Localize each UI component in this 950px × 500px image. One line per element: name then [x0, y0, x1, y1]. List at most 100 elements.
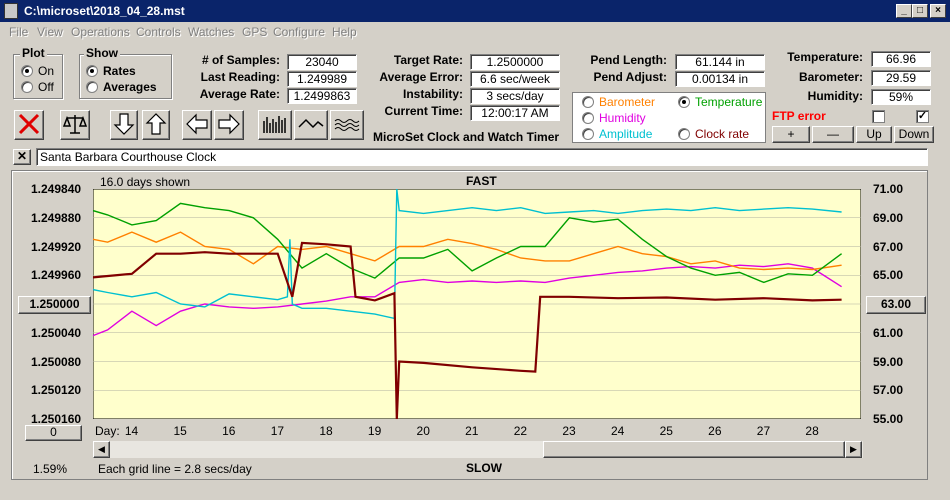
target-rate-label: Target Rate:	[393, 53, 463, 67]
arrow-up-button[interactable]	[142, 110, 170, 140]
show-averages-radio[interactable]	[86, 81, 98, 93]
humidity-option-label: Humidity	[599, 111, 646, 125]
last-reading-value: 1.249989	[287, 71, 357, 87]
amplitude-radio[interactable]	[582, 128, 594, 140]
temperature-option-label: Temperature	[695, 95, 763, 109]
series-line-barometer	[93, 231, 842, 271]
menu-help[interactable]: Help	[332, 25, 357, 39]
ftp-checkbox-2[interactable]: ✓	[916, 110, 929, 123]
bar-plot-button[interactable]	[258, 110, 292, 140]
series-line-amplitude	[93, 189, 842, 320]
ftp-checkbox-1[interactable]	[872, 110, 885, 123]
menu-watches[interactable]: Watches	[188, 25, 235, 39]
chart-svg	[93, 189, 861, 419]
current-time-label: Current Time:	[384, 104, 463, 118]
horizontal-scrollbar[interactable]: ◀ ▶	[93, 441, 863, 458]
y-left-tick-label: 1.249960	[31, 268, 82, 283]
temperature-radio[interactable]	[678, 96, 690, 108]
plot-off-label: Off	[38, 80, 54, 94]
left-offset-button[interactable]: 0	[25, 425, 82, 441]
close-button[interactable]: ×	[930, 4, 946, 18]
arrow-right-button[interactable]	[214, 110, 244, 140]
x-tick-label: 20	[416, 424, 430, 438]
app-icon	[4, 3, 18, 19]
days-shown-label: 16.0 days shown	[100, 175, 191, 189]
amplitude-option-label: Amplitude	[599, 127, 653, 141]
barometer-radio[interactable]	[582, 96, 594, 108]
smooth-plot-button[interactable]	[330, 110, 364, 140]
x-tick-label: 25	[659, 424, 673, 438]
sensor-selector	[572, 92, 766, 143]
instability-value: 3 secs/day	[470, 88, 560, 104]
temperature-value: 66.96	[871, 51, 931, 67]
menu-operations[interactable]: Operations	[71, 25, 130, 39]
menu-file[interactable]: File	[9, 25, 29, 39]
plus-button[interactable]: +	[772, 126, 810, 143]
average-error-value: 6.6 sec/week	[470, 71, 560, 87]
y-left-tick-label: 1.249880	[31, 210, 82, 225]
balance-button[interactable]	[60, 110, 90, 140]
instability-label: Instability:	[402, 87, 463, 101]
x-tick-label: 18	[319, 424, 333, 438]
scroll-right-arrow-icon[interactable]: ▶	[845, 441, 862, 458]
humidity-radio[interactable]	[582, 112, 594, 124]
x-tick-label: 24	[610, 424, 625, 438]
percent-label: 1.59%	[33, 462, 68, 476]
current-time-value: 12:00:17 AM	[470, 105, 560, 121]
last-reading-label: Last Reading:	[200, 70, 280, 84]
plot-on-radio[interactable]	[21, 65, 33, 77]
minus-button[interactable]: —	[812, 126, 854, 143]
y-left-tick-label: 1.249840	[31, 182, 82, 196]
target-rate-value: 1.2500000	[470, 54, 560, 70]
barometer-option-label: Barometer	[599, 95, 656, 109]
balance-scale-icon	[62, 115, 88, 134]
series-group	[93, 189, 843, 419]
clear-name-button[interactable]: ✕	[13, 149, 31, 165]
pend-length-value: 61.144 in	[675, 54, 765, 70]
maximize-button[interactable]: □	[912, 4, 928, 18]
clockrate-option-label: Clock rate	[695, 127, 750, 141]
scroll-left-arrow-icon[interactable]: ◀	[93, 441, 110, 458]
samples-label: # of Samples:	[201, 53, 280, 67]
show-group	[79, 54, 172, 99]
slow-label: SLOW	[466, 461, 502, 475]
series-line-clock-rate	[93, 241, 842, 419]
average-rate-label: Average Rate:	[199, 87, 280, 101]
plot-off-radio[interactable]	[21, 81, 33, 93]
arrow-down-button[interactable]	[110, 110, 138, 140]
center-rate-button[interactable]: 1.250000	[18, 296, 91, 314]
plot-group-title: Plot	[20, 46, 47, 60]
clockrate-radio[interactable]	[678, 128, 690, 140]
right-center-button[interactable]: 63.00	[866, 296, 926, 314]
up-button[interactable]: Up	[856, 126, 892, 143]
y-right-tick-label: 55.00	[873, 412, 904, 426]
arrow-left-icon	[186, 113, 208, 135]
samples-value: 23040	[287, 54, 357, 70]
menu-configure[interactable]: Configure	[273, 25, 326, 39]
window-title: C:\microset\2018_04_28.mst	[24, 4, 185, 18]
x-tick-label: 16	[222, 424, 236, 438]
pend-adjust-value: 0.00134 in	[675, 71, 765, 87]
arrow-left-button[interactable]	[182, 110, 212, 140]
line-plot-button[interactable]	[294, 110, 328, 140]
y-left-tick-label: 1.250080	[31, 354, 82, 369]
minimize-button[interactable]: _	[896, 4, 912, 18]
line-wave-icon	[298, 118, 324, 129]
title-bar: C:\microset\2018_04_28.mst _ □ ×	[0, 0, 950, 22]
y-left-tick-label: 1.250160	[31, 412, 82, 426]
show-rates-radio[interactable]	[86, 65, 98, 77]
stop-button[interactable]	[14, 110, 44, 140]
grid-note-label: Each grid line = 2.8 secs/day	[98, 462, 252, 476]
down-button[interactable]: Down	[894, 126, 934, 143]
menu-view[interactable]: View	[37, 25, 63, 39]
ftp-error-label: FTP error	[772, 109, 826, 123]
clock-name-input[interactable]: Santa Barbara Courthouse Clock	[36, 148, 928, 166]
menu-controls[interactable]: Controls	[136, 25, 181, 39]
x-tick-label: 14	[124, 424, 139, 438]
pend-adjust-label: Pend Adjust:	[593, 70, 667, 84]
plot-on-label: On	[38, 64, 55, 78]
series-line-temperature	[93, 202, 843, 284]
pend-length-label: Pend Length:	[590, 53, 667, 67]
scroll-thumb[interactable]	[543, 441, 845, 458]
menu-gps[interactable]: GPS	[242, 25, 268, 39]
